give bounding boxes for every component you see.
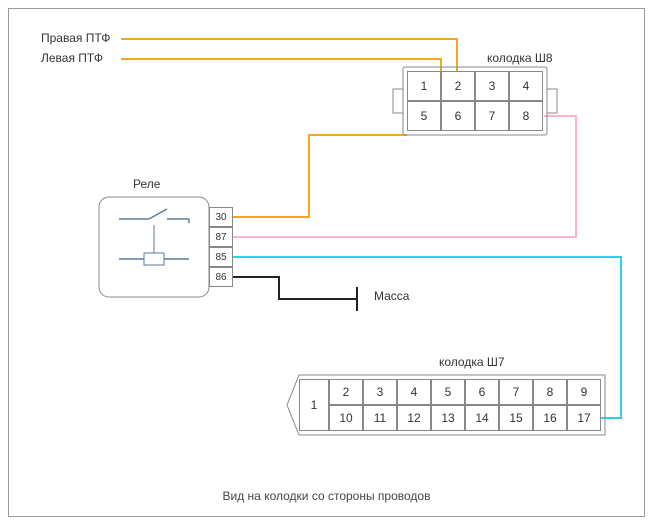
ground-icon (349, 287, 357, 311)
sh7-pin-3: 3 (363, 379, 397, 405)
sh7-pin-9: 9 (567, 379, 601, 405)
sh8-pin-8: 8 (509, 101, 543, 131)
relay-pin-85: 85 (209, 247, 233, 267)
label-left-ptf: Левая ПТФ (41, 51, 103, 65)
sh8-pin-6: 6 (441, 101, 475, 131)
diagram-frame: Правая ПТФ Левая ПТФ колодка Ш8 колодка … (8, 8, 645, 517)
wire-relay30-to-sh8-bottom (233, 135, 407, 217)
sh7-pin-5: 5 (431, 379, 465, 405)
label-sh7: колодка Ш7 (439, 355, 505, 369)
label-relay: Реле (133, 177, 160, 191)
sh7-pin-17: 17 (567, 405, 601, 431)
sh7-pin-6: 6 (465, 379, 499, 405)
sh7-pin-11: 11 (363, 405, 397, 431)
footnote: Вид на колодки со стороны проводов (9, 489, 644, 503)
sh7-pin-14: 14 (465, 405, 499, 431)
relay-pin-30: 30 (209, 207, 233, 227)
relay-pin-87: 87 (209, 227, 233, 247)
sh8-pin-1: 1 (407, 71, 441, 101)
sh8-pin-4: 4 (509, 71, 543, 101)
sh7-pin-13: 13 (431, 405, 465, 431)
wire-left-ptf-to-sh8-pin2 (121, 59, 441, 71)
sh8-pin-2: 2 (441, 71, 475, 101)
sh7-pin-1: 1 (299, 379, 329, 431)
sh8-pin-7: 7 (475, 101, 509, 131)
sh8-pin-5: 5 (407, 101, 441, 131)
sh7-pin-2: 2 (329, 379, 363, 405)
sh8-pin-3: 3 (475, 71, 509, 101)
label-mass: Масса (374, 289, 409, 303)
sh7-pin-10: 10 (329, 405, 363, 431)
sh7-pin-4: 4 (397, 379, 431, 405)
page: Правая ПТФ Левая ПТФ колодка Ш8 колодка … (0, 0, 653, 525)
sh7-pin-16: 16 (533, 405, 567, 431)
sh7-pin-15: 15 (499, 405, 533, 431)
sh7-pin-8: 8 (533, 379, 567, 405)
wiring-layer (9, 9, 646, 518)
wire-right-ptf-to-sh8-pin3 (121, 39, 457, 71)
relay-pin-86: 86 (209, 267, 233, 287)
sh7-pin-7: 7 (499, 379, 533, 405)
sh7-pin-12: 12 (397, 405, 431, 431)
label-sh8: колодка Ш8 (487, 51, 553, 65)
label-right-ptf: Правая ПТФ (41, 31, 110, 45)
wire-relay86-to-mass (233, 277, 357, 299)
